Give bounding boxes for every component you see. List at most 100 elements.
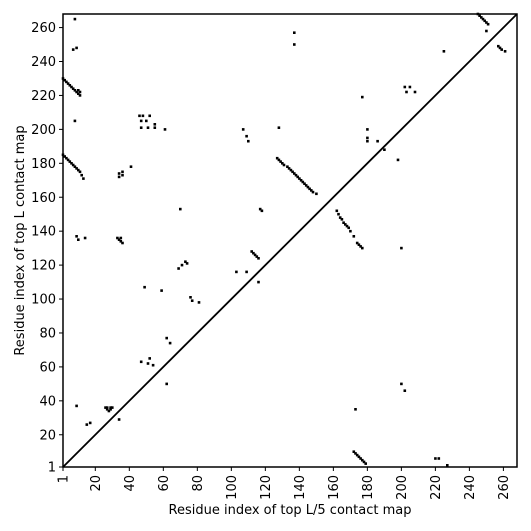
contact-point [354, 408, 357, 411]
contact-point [139, 119, 143, 123]
contact-point [408, 85, 412, 89]
contact-point [361, 458, 364, 462]
plot-frame [62, 13, 518, 468]
contact-point [73, 165, 77, 168]
contact-point [354, 452, 357, 455]
contact-point [257, 257, 260, 260]
contact-point [177, 267, 180, 270]
x-tick-label: 140 [293, 475, 308, 500]
contact-point [77, 238, 80, 241]
contact-point [105, 408, 109, 411]
x-axis-ticks: 1 20 40 60 80 100 120 140 160 180 200 220 240 260 [57, 467, 512, 500]
contact-point [293, 31, 296, 34]
contact-point [298, 177, 301, 180]
contact-point [257, 280, 260, 284]
contact-point [146, 362, 150, 365]
contact-point [153, 126, 157, 129]
contact-point [151, 363, 155, 367]
contact-point [139, 126, 143, 129]
contact-point [275, 156, 279, 160]
contact-point [82, 177, 85, 180]
contact-point [342, 221, 345, 224]
x-tick-label: 1 [57, 475, 72, 483]
x-tick-label: 220 [429, 475, 444, 500]
contact-point [88, 421, 92, 425]
contact-point [303, 182, 306, 185]
contact-point [437, 457, 441, 460]
contact-point [362, 460, 366, 464]
contact-point [77, 89, 80, 92]
contact-point [197, 301, 201, 304]
contact-point [78, 170, 82, 174]
contact-point [75, 235, 78, 238]
contact-point [245, 270, 248, 274]
x-tick-label: 160 [327, 475, 342, 500]
contact-point [68, 84, 72, 87]
contact-point [105, 406, 109, 409]
y-tick-label: 220 [31, 89, 56, 104]
contact-point [189, 296, 192, 299]
contact-point [107, 409, 111, 413]
contact-point [104, 406, 107, 409]
contact-point [396, 158, 400, 162]
contact-point [75, 167, 78, 170]
contact-point [163, 128, 167, 131]
contact-point [279, 160, 282, 163]
contact-point [400, 382, 403, 386]
contact-point [337, 212, 340, 216]
contact-point [77, 168, 80, 172]
contact-point [349, 229, 352, 233]
y-tick-label: 140 [31, 225, 56, 240]
contact-point [296, 175, 299, 179]
contact-point [308, 187, 311, 191]
contact-point [121, 170, 124, 174]
contact-point [63, 78, 66, 82]
contact-point [293, 43, 296, 46]
contact-point [180, 263, 184, 267]
contact-point [65, 80, 68, 84]
diagonal-line [62, 13, 518, 468]
contact-point [364, 462, 367, 465]
contact-point [258, 207, 262, 211]
contact-point [63, 155, 66, 158]
contact-point [335, 209, 339, 213]
plot-area [61, 12, 507, 467]
contact-point [66, 158, 70, 162]
contact-point [168, 341, 172, 345]
contact-point [287, 167, 291, 170]
contact-point [310, 189, 313, 192]
contact-point [241, 128, 245, 131]
contact-point [366, 128, 369, 131]
contact-point [184, 260, 187, 263]
contact-point [75, 90, 78, 94]
contact-point [119, 236, 123, 240]
contact-point [359, 245, 362, 248]
x-tick-label: 120 [259, 475, 274, 500]
contact-point [291, 170, 294, 174]
x-tick-label: 80 [191, 475, 206, 492]
contact-point [160, 289, 163, 292]
contact-point [403, 389, 407, 392]
contact-point [165, 382, 168, 386]
contact-point [78, 94, 82, 97]
contact-point [338, 216, 342, 219]
contact-point [483, 19, 486, 23]
contact-point [446, 464, 449, 467]
contact-point [250, 250, 253, 253]
y-tick-label: 100 [31, 293, 56, 308]
contact-point [148, 357, 151, 360]
contact-point [503, 50, 507, 53]
contact-point [361, 95, 364, 99]
contact-point [179, 207, 182, 211]
contact-point [304, 184, 308, 187]
contact-point [165, 336, 168, 340]
y-tick-label: 80 [39, 327, 56, 342]
contact-point [311, 190, 315, 194]
contact-point [366, 136, 369, 140]
contact-point [73, 119, 77, 123]
contact-point [185, 262, 189, 265]
contact-point [376, 139, 379, 143]
contact-point [73, 89, 77, 92]
contact-point [306, 185, 310, 189]
